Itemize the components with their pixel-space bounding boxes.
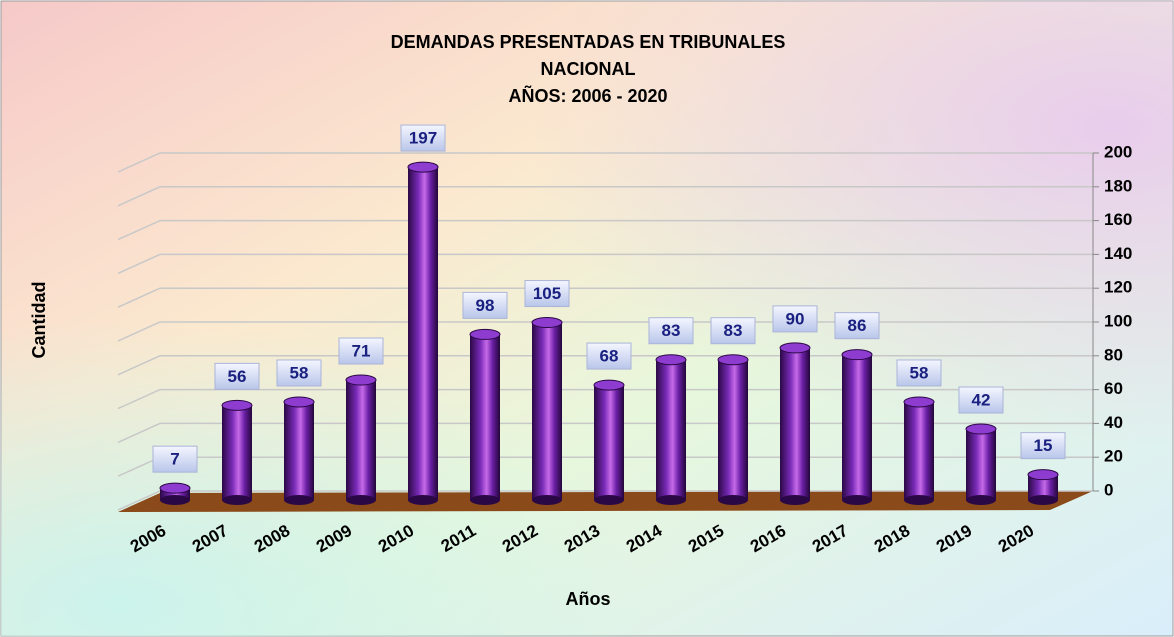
bar-top: [221, 399, 253, 411]
value-label: 7: [170, 450, 179, 469]
bar-top: [593, 379, 625, 391]
bar-base: [1028, 495, 1058, 505]
chart-title: DEMANDAS PRESENTADAS EN TRIBUNALES: [391, 32, 786, 52]
value-label: 83: [662, 321, 681, 340]
value-label: 42: [972, 391, 991, 410]
bar-top: [159, 482, 191, 494]
value-label: 83: [724, 321, 743, 340]
value-label: 98: [476, 296, 495, 315]
y-axis-label: Cantidad: [29, 281, 49, 358]
value-label: 86: [848, 316, 867, 335]
bar: [346, 380, 376, 500]
y-tick-label: 20: [1104, 447, 1123, 466]
chart-title: AÑOS: 2006 - 2020: [508, 85, 667, 106]
value-label: 105: [533, 284, 561, 303]
bar-top: [903, 396, 935, 408]
bar-base: [718, 495, 748, 505]
value-label-box: [586, 342, 632, 370]
bar: [408, 167, 438, 500]
value-label-box: [152, 445, 198, 473]
bar-base: [346, 495, 376, 505]
x-axis-label: Años: [566, 589, 611, 609]
bar-base: [408, 495, 438, 505]
value-label-box: [214, 362, 260, 390]
bar-top: [283, 396, 315, 408]
bar-top: [469, 328, 501, 340]
bar-base: [780, 495, 810, 505]
value-label-box: [524, 280, 570, 308]
bar-base: [656, 495, 686, 505]
bar: [222, 405, 252, 500]
grid-line: [117, 287, 1093, 308]
value-label-box: [710, 317, 756, 345]
bar-top: [1027, 469, 1059, 481]
value-label-box: [834, 312, 880, 340]
value-label-box: [896, 359, 942, 387]
value-label: 68: [600, 347, 619, 366]
y-tick-label: 60: [1104, 379, 1123, 398]
bar-top: [655, 354, 687, 366]
bar-base: [532, 495, 562, 505]
y-tick-label: 100: [1104, 311, 1132, 330]
bar: [904, 401, 934, 500]
y-tick-label: 120: [1104, 278, 1132, 297]
value-label-box: [462, 291, 508, 319]
value-label-box: [648, 317, 694, 345]
bar-base: [594, 495, 624, 505]
bar-base: [966, 495, 996, 505]
bar: [718, 359, 748, 500]
value-label-box: [400, 124, 446, 152]
bar: [842, 354, 872, 500]
y-tick-label: 200: [1104, 142, 1132, 161]
bar-top: [531, 317, 563, 329]
grid-line: [117, 152, 1093, 173]
bar: [780, 347, 810, 500]
value-label: 56: [228, 367, 247, 386]
value-label: 90: [786, 309, 805, 328]
bar: [284, 401, 314, 500]
value-label-box: [276, 359, 322, 387]
bar-top: [345, 374, 377, 386]
bar-top: [407, 161, 439, 173]
bar-base: [842, 495, 872, 505]
value-label: 197: [409, 129, 437, 148]
bar-base: [160, 495, 190, 505]
y-tick-label: 180: [1104, 176, 1132, 195]
bar: [470, 334, 500, 500]
value-label: 71: [352, 341, 371, 360]
chart-title: NACIONAL: [541, 59, 636, 79]
y-tick-label: 80: [1104, 345, 1123, 364]
y-tick-label: 140: [1104, 244, 1132, 263]
grid-line: [117, 186, 1093, 207]
bar: [594, 385, 624, 500]
value-label-box: [772, 305, 818, 333]
bar: [966, 429, 996, 500]
value-label: 58: [910, 363, 929, 382]
bar-base: [222, 495, 252, 505]
bar-base: [904, 495, 934, 505]
value-label: 15: [1034, 436, 1053, 455]
bar-base: [470, 495, 500, 505]
y-tick-label: 40: [1104, 413, 1123, 432]
bar: [656, 359, 686, 500]
grid-line: [117, 253, 1093, 275]
value-label: 58: [290, 363, 309, 382]
bar-base: [284, 495, 314, 505]
bar-top: [717, 354, 749, 366]
y-tick-label: 0: [1104, 480, 1113, 499]
value-label-box: [958, 386, 1004, 414]
grid-line: [117, 219, 1093, 241]
bar-top: [965, 423, 997, 435]
bar-top: [779, 342, 811, 354]
bar: [532, 322, 562, 500]
y-tick-label: 160: [1104, 210, 1132, 229]
value-label-box: [1020, 432, 1066, 460]
bar-top: [841, 349, 873, 361]
bar: [160, 488, 190, 500]
value-label-box: [338, 337, 384, 365]
